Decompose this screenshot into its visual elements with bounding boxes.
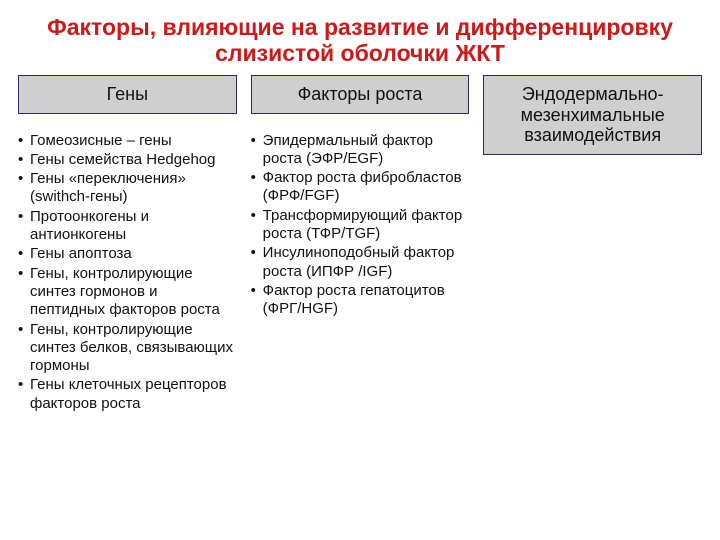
column-growth-factors: Факторы роста Эпидермальный фактор роста…	[251, 75, 470, 414]
list-item: Фактор роста гепатоцитов (ФРГ/HGF)	[251, 282, 470, 319]
columns-container: Гены Гомеозисные – гены Гены семейства H…	[0, 75, 720, 414]
list-item: Протоонкогены и антионкогены	[18, 208, 237, 245]
list-item: Эпидермальный фактор роста (ЭФР/EGF)	[251, 132, 470, 169]
list-item: Гены семейства Hedgehog	[18, 151, 237, 169]
list-item: Трансформирующий фактор роста (ТФР/TGF)	[251, 207, 470, 244]
list-item: Гомеозисные – гены	[18, 132, 237, 150]
list-item: Гены апоптоза	[18, 245, 237, 263]
list-item: Инсулиноподобный фактор роста (ИПФР /IGF…	[251, 244, 470, 281]
header-genes: Гены	[18, 75, 237, 114]
header-growth-factors: Факторы роста	[251, 75, 470, 114]
list-item: Гены «переключения» (swithch-гены)	[18, 170, 237, 207]
header-interactions: Эндодермально-мезенхимальные взаимодейст…	[483, 75, 702, 155]
list-item: Гены клеточных рецепторов факторов роста	[18, 376, 237, 413]
list-item: Гены, контролирующие синтез белков, связ…	[18, 321, 237, 376]
column-interactions: Эндодермально-мезенхимальные взаимодейст…	[483, 75, 702, 414]
list-growth-factors: Эпидермальный фактор роста (ЭФР/EGF) Фак…	[251, 132, 470, 319]
slide-title: Факторы, влияющие на развитие и дифферен…	[0, 0, 720, 75]
list-item: Гены, контролирующие синтез гормонов и п…	[18, 265, 237, 320]
list-genes: Гомеозисные – гены Гены семейства Hedgeh…	[18, 132, 237, 413]
list-item: Фактор роста фибробластов (ФРФ/FGF)	[251, 169, 470, 206]
column-genes: Гены Гомеозисные – гены Гены семейства H…	[18, 75, 237, 414]
